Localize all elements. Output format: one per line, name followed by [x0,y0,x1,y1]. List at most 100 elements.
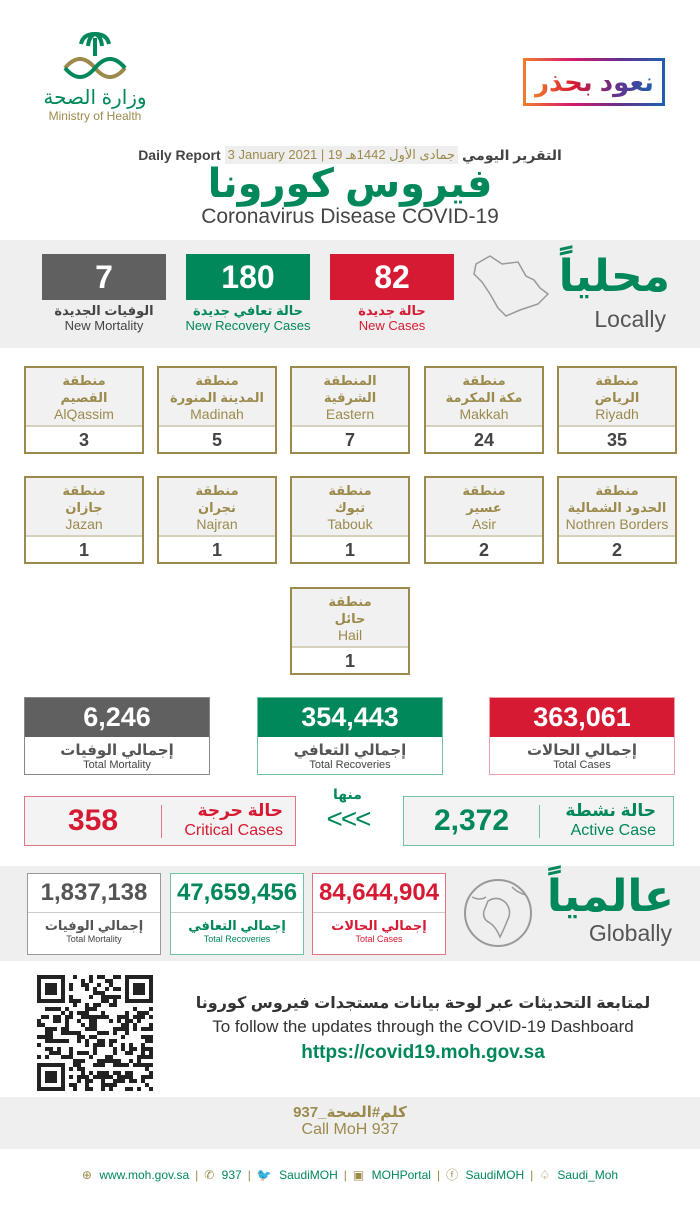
region-name-ar: القصيم [60,390,108,405]
active-cases-value: 2,372 [433,804,510,837]
divider: | [436,1168,441,1182]
region-name-ar: مكة المكرمة [445,390,523,405]
total-cases-value: 363,061 [490,698,674,737]
local-heading-en: Locally [594,306,666,332]
title-ar: فيروس كورونا [207,162,493,206]
region-card-alqassim: منطقة القصيم AlQassim 3 [24,366,144,454]
region-name-ar: الشرقية [323,390,377,405]
region-prefix: منطقة [595,483,639,498]
total-mortality-value: 6,246 [25,698,209,737]
region-name-ar: حائل [334,611,366,626]
dashboard-text-en: To follow the updates through the COVID-… [212,1017,634,1036]
footer-link[interactable]: ▣ MOHPortal [352,1168,431,1182]
region-name-en: Tabouk [327,516,373,532]
region-prefix: المنطقة [323,373,377,388]
region-name-ar: الحدود الشمالية [567,500,667,515]
footer-link[interactable]: ♤ Saudi_Moh [539,1168,619,1182]
dashboard-link[interactable]: https://covid19.moh.gov.sa [301,1042,545,1063]
palm-swords-emblem-icon [63,32,127,79]
region-name-en: Hail [337,627,363,643]
region-name-en: Riyadh [595,406,639,422]
region-value: 7 [344,430,355,450]
new-recoveries-card: 180 حالة تعافي جديدة New Recovery Cases [186,254,311,333]
active-cases-card: 2,372 حالة نشطة Active Case [403,796,674,846]
report-label-en: Daily Report [138,147,221,163]
region-name-en: Asir [471,516,497,532]
global-mortality-card: 1,837,138 إجمالي الوفيات Total Mortality [27,873,161,955]
region-prefix: منطقة [595,373,639,388]
report-header: Daily Report 3 January 2021 | 19 جمادى ا… [0,146,700,164]
region-value: 1 [78,540,89,560]
new-cases-value: 82 [330,254,454,300]
region-name-ar: المدينة المنورة [170,390,264,405]
total-mortality-card: 6,246 إجمالي الوفيات Total Mortality [24,697,210,775]
divider: | [530,1168,534,1182]
region-value: 35 [606,430,628,450]
region-prefix: منطقة [195,483,239,498]
region-card-eastern: المنطقة الشرقية Eastern 7 [290,366,410,454]
footer-link[interactable]: 🐦 SaudiMOH [256,1168,338,1182]
region-name-en: Jazan [65,516,103,532]
phone-icon: ✆ [204,1168,215,1182]
region-name-en: AlQassim [54,406,114,422]
divider: | [343,1168,347,1182]
title-en: Coronavirus Disease COVID-19 [201,205,499,228]
region-prefix: منطقة [62,373,106,388]
qr-code[interactable] [37,975,153,1091]
region-value: 1 [344,540,355,560]
region-name-ar: تبوك [334,500,366,515]
region-card-najran: منطقة نجران Najran 1 [157,476,277,564]
campaign-logo: نعود بحذر [523,58,665,106]
region-name-ar: الرياض [594,390,640,405]
new-recoveries-value: 180 [186,254,310,300]
region-card-nothren-borders: منطقة الحدود الشمالية Nothren Borders 2 [557,476,677,564]
region-value: 5 [211,430,222,450]
region-card-jazan: منطقة جازان Jazan 1 [24,476,144,564]
region-name-en: Nothren Borders [565,516,669,532]
global-cases-card: 84,644,904 إجمالي الحالات Total Cases [312,873,446,955]
region-name-en: Makkah [459,406,509,422]
arrows-icon: <<< [326,803,371,834]
region-prefix: منطقة [328,483,372,498]
region-name-en: Madinah [190,406,244,422]
region-card-asir: منطقة عسير Asir 2 [424,476,544,564]
saudi-map-icon [473,255,550,317]
region-prefix: منطقة [328,594,372,609]
global-heading-en: Globally [588,920,672,946]
region-card-tabouk: منطقة تبوك Tabouk 1 [290,476,410,564]
footer-link[interactable]: ⓕ SaudiMOH [446,1168,525,1182]
globe-icon [464,879,532,947]
region-value: 1 [211,540,222,560]
region-value: 24 [473,430,495,450]
region-prefix: منطقة [195,373,239,388]
critical-cases-card: 358 حالة حرجة Critical Cases [24,796,296,846]
region-value: 1 [344,651,355,671]
dashboard-text-ar: لمتابعة التحديثات عبر لوحة بيانات مستجدا… [195,995,651,1012]
region-value: 2 [611,540,622,560]
footer-link[interactable]: ✆ 937 [204,1168,242,1182]
moh-name-en: Ministry of Health [48,109,142,123]
new-mortality-card: 7 الوفيات الجديدة New Mortality [42,254,166,333]
region-prefix: منطقة [462,373,506,388]
region-card-makkah: منطقة مكة المكرمة Makkah 24 [424,366,544,454]
report-date: 3 January 2021 | 19 جمادى الأول 1442هـ [224,146,459,164]
youtube-icon: ▣ [352,1168,365,1182]
call-label: Call MoH 937 [301,1121,399,1138]
local-section: 7 الوفيات الجديدة New Mortality 180 حالة… [0,240,700,348]
total-recoveries-value: 354,443 [258,698,442,737]
global-heading-ar: عالمياً [546,872,674,921]
region-value: 3 [78,430,89,450]
region-name-ar: عسير [466,500,502,515]
new-mortality-value: 7 [42,254,166,300]
local-heading-ar: محلياً [558,252,670,301]
report-label-ar: التقرير اليومي [462,146,562,163]
region-value: 2 [478,540,489,560]
region-name-ar: جازان [65,500,103,515]
region-name-en: Eastern [325,406,375,422]
facebook-icon: ⓕ [446,1168,459,1182]
critical-cases-value: 358 [67,804,119,837]
footer-link[interactable]: ⊕ www.moh.gov.sa [81,1168,190,1182]
globe-icon: ⊕ [81,1168,92,1182]
moh-logo: وزارة الصحة Ministry of Health [35,30,155,130]
total-recoveries-card: 354,443 إجمالي التعافي Total Recoveries [257,697,443,775]
